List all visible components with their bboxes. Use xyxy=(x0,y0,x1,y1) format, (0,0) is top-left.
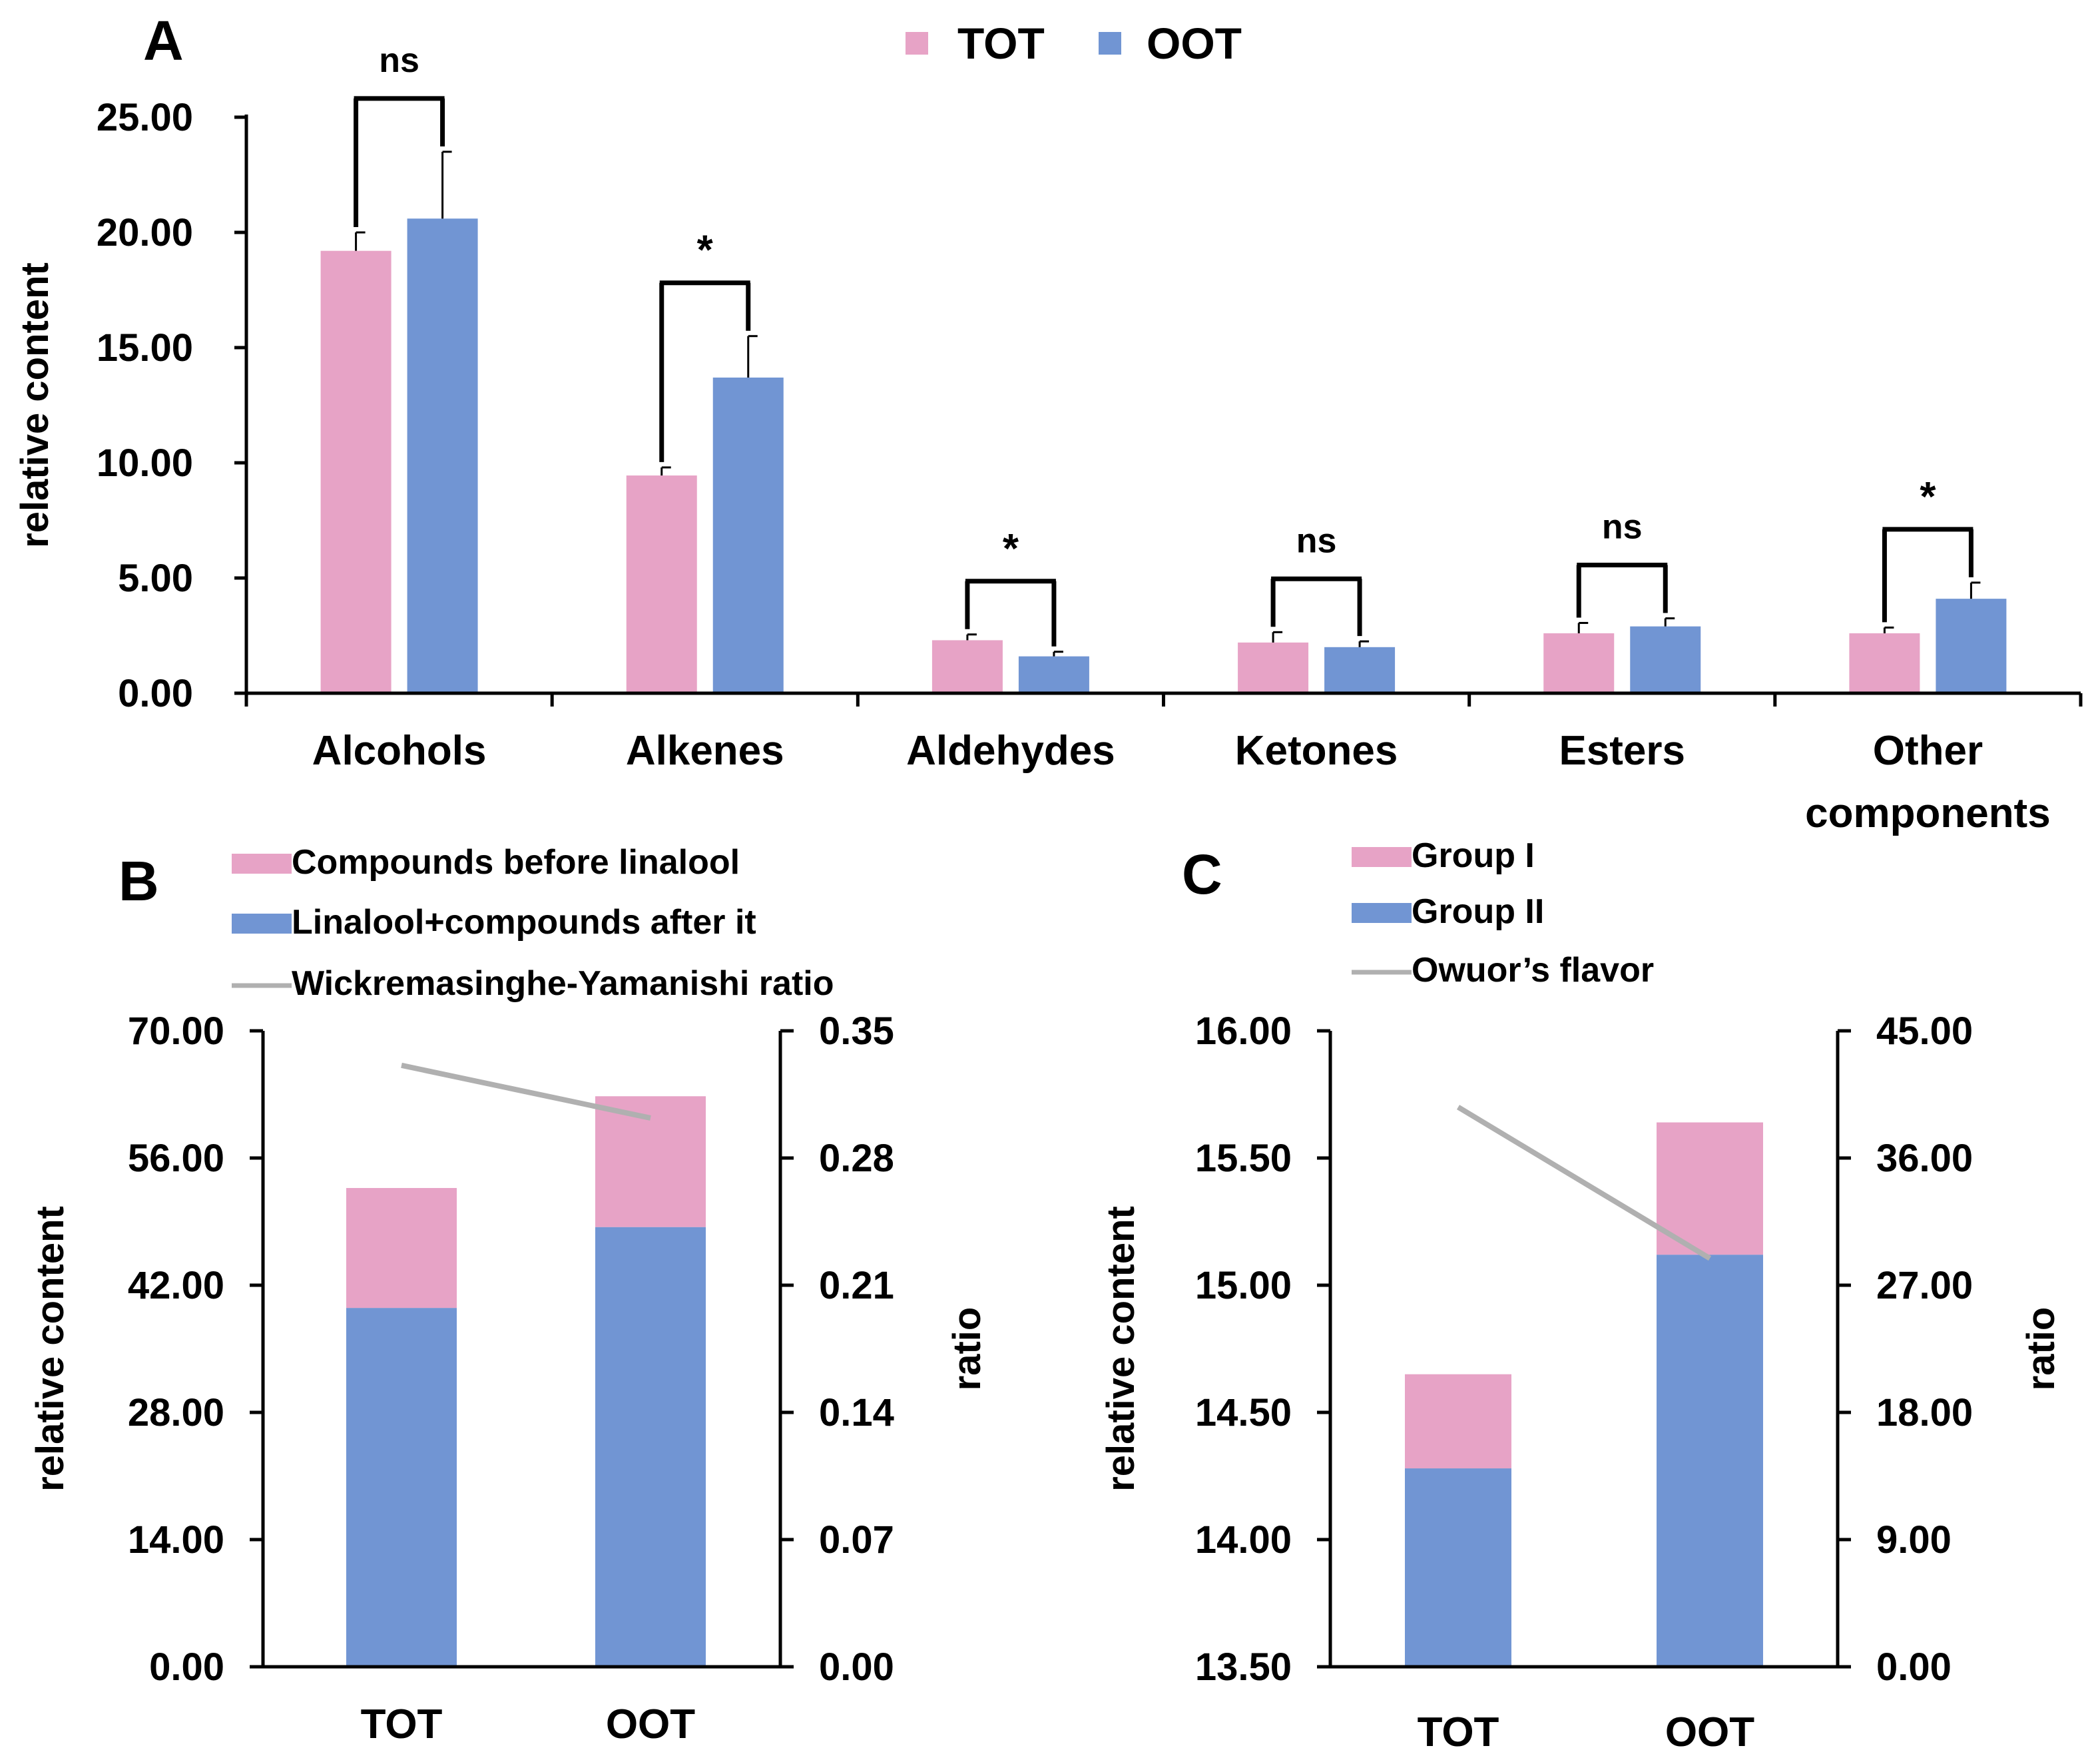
y-axis-title-right: ratio xyxy=(2019,1307,2063,1391)
y-tick-label-left: 70.00 xyxy=(128,1010,224,1053)
y-tick-label-right: 0.21 xyxy=(819,1264,894,1307)
ratio-line xyxy=(401,1062,651,1121)
y-tick-label-left: 13.50 xyxy=(1195,1645,1292,1689)
y-tick-label-left: 0.00 xyxy=(149,1645,224,1689)
y-tick-label-a: 5.00 xyxy=(118,557,193,600)
legend-swatch-upper xyxy=(232,854,292,874)
legend-swatch-tot xyxy=(906,32,928,55)
category-label: OOT xyxy=(1665,1709,1754,1755)
bar-segment-upper xyxy=(1405,1374,1511,1469)
legend-label: Compounds before linalool xyxy=(292,843,740,882)
panel-a: A 0.00 5.00 10.00 15.00 20.00 25.00 relative co… xyxy=(13,9,2051,836)
bar-segment-lower xyxy=(595,1227,706,1667)
y-tick-label-right: 18.00 xyxy=(1876,1391,1973,1434)
legend-swatch-lower xyxy=(1352,903,1412,923)
bar-oot xyxy=(1324,647,1396,693)
y-tick-label-left: 28.00 xyxy=(128,1391,224,1434)
panel-c-letter: C xyxy=(1182,843,1222,906)
y-tick-label-left: 14.00 xyxy=(1195,1518,1292,1562)
y-axis-title-left: relative content xyxy=(29,1206,72,1492)
y-tick-label-left: 14.50 xyxy=(1195,1391,1292,1434)
category-label-a: Alkenes xyxy=(626,728,784,774)
legend-label: Owuor’s flavor xyxy=(1412,951,1654,990)
legend-label: Group I xyxy=(1412,836,1535,875)
y-tick-label-a: 15.00 xyxy=(97,326,193,370)
bar-segment-lower xyxy=(1657,1255,1763,1667)
y-tick-label-right: 0.00 xyxy=(819,1645,894,1689)
y-tick-label-left: 16.00 xyxy=(1195,1010,1292,1053)
bar-tot xyxy=(1849,633,1920,693)
legend-label: Group II xyxy=(1412,892,1544,931)
panel-a-letter: A xyxy=(143,9,184,72)
y-tick-label-a: 0.00 xyxy=(118,672,193,715)
legend-label-oot: OOT xyxy=(1147,19,1242,68)
significance-label: ns xyxy=(379,41,419,80)
y-tick-label-right: 9.00 xyxy=(1876,1518,1952,1562)
y-tick-label-right: 45.00 xyxy=(1876,1010,1973,1053)
bar-tot xyxy=(1543,633,1615,693)
legend-label-tot: TOT xyxy=(957,19,1045,68)
legend-label: Linalool+compounds after it xyxy=(292,903,756,942)
legend-swatch-oot xyxy=(1099,32,1121,55)
y-tick-label-right: 0.07 xyxy=(819,1518,894,1562)
bar-oot xyxy=(1018,656,1089,693)
y-tick-label-left: 14.00 xyxy=(128,1518,224,1562)
category-label: TOT xyxy=(361,1701,443,1747)
y-tick-label-left: 42.00 xyxy=(128,1264,224,1307)
y-tick-label-a: 10.00 xyxy=(97,441,193,485)
category-label-a: Ketones xyxy=(1235,728,1398,774)
category-label-a: Alcohols xyxy=(312,728,487,774)
bar-tot xyxy=(1238,642,1309,693)
y-tick-label-right: 36.00 xyxy=(1876,1137,1973,1180)
legend-label: Wickremasinghe-Yamanishi ratio xyxy=(292,964,834,1003)
panel-b: B 0.00 0.00 14.00 0.07 28.00 0.14 42.00 0.21 56.0… xyxy=(29,843,989,1747)
y-tick-label-right: 0.00 xyxy=(1876,1645,1952,1689)
y-tick-label-right: 0.35 xyxy=(819,1010,894,1053)
bar-segment-lower xyxy=(346,1308,457,1667)
y-tick-label-left: 15.00 xyxy=(1195,1264,1292,1307)
category-label: OOT xyxy=(606,1701,695,1747)
category-label-a: Other components xyxy=(1805,728,2051,836)
bar-tot xyxy=(931,640,1003,693)
category-label: TOT xyxy=(1418,1709,1499,1755)
significance-label: ns xyxy=(1296,521,1337,560)
y-tick-label-right: 0.14 xyxy=(819,1391,894,1434)
legend-swatch-upper xyxy=(1352,847,1412,867)
bar-segment-upper xyxy=(1657,1122,1763,1255)
significance-label: * xyxy=(697,228,714,274)
y-tick-label-a: 25.00 xyxy=(97,96,193,139)
ratio-line xyxy=(1456,1105,1712,1261)
legend-swatch-lower xyxy=(232,914,292,934)
category-label-a: Esters xyxy=(1559,728,1685,774)
bar-oot xyxy=(407,218,478,693)
bar-tot xyxy=(626,475,697,693)
panel-c: C 13.50 0.00 14.00 9.00 14.50 18.00 15.00 27.00 1… xyxy=(1099,836,2063,1755)
bar-oot xyxy=(712,377,784,693)
y-tick-label-left: 56.00 xyxy=(128,1137,224,1180)
significance-label: * xyxy=(1920,474,1936,520)
significance-label: * xyxy=(1003,526,1019,572)
y-tick-label-right: 27.00 xyxy=(1876,1264,1973,1307)
bar-oot xyxy=(1630,626,1701,693)
significance-label: ns xyxy=(1602,508,1643,547)
y-tick-label-left: 15.50 xyxy=(1195,1137,1292,1180)
y-axis-title-left: relative content xyxy=(1099,1206,1143,1492)
bar-oot xyxy=(1936,599,2007,693)
y-axis-title-a: relative content xyxy=(13,262,57,548)
bar-tot xyxy=(320,250,392,693)
bar-segment-lower xyxy=(1405,1468,1511,1667)
y-tick-label-a: 20.00 xyxy=(97,211,193,254)
y-axis-title-right: ratio xyxy=(945,1307,989,1391)
panel-b-letter: B xyxy=(119,850,159,912)
category-label-a: Aldehydes xyxy=(906,728,1115,774)
y-tick-label-right: 0.28 xyxy=(819,1137,894,1180)
bar-segment-upper xyxy=(346,1188,457,1309)
